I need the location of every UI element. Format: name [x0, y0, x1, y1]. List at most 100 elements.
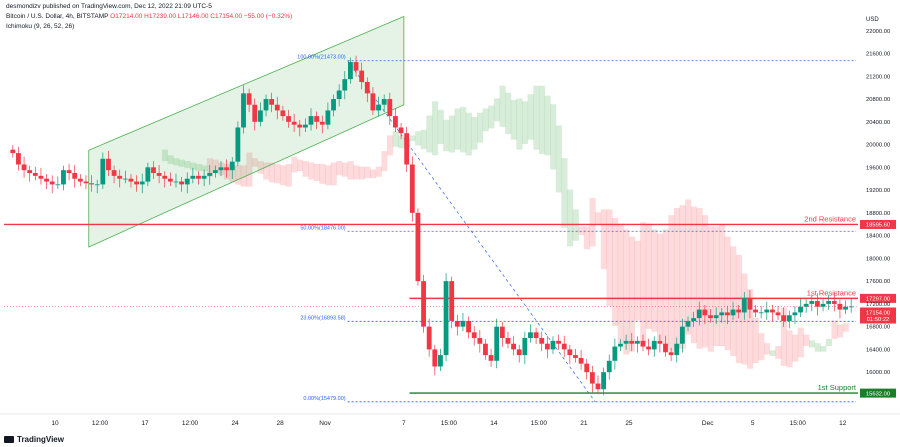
cloud-segment: [167, 155, 174, 164]
currency-label: USD: [866, 17, 879, 23]
cloud-segment: [803, 334, 810, 346]
cloud-segment: [415, 131, 422, 146]
x-tick-label: 12:00: [92, 420, 109, 427]
cloud-segment: [786, 330, 793, 368]
candles: [10, 55, 854, 396]
indicator-legend[interactable]: Ichimoku (9, 26, 52, 26): [6, 23, 75, 30]
cloud-segment: [578, 226, 585, 236]
candle-body: [325, 110, 331, 125]
candle-body: [651, 340, 657, 350]
candle-body: [505, 338, 511, 344]
candle-body: [308, 116, 314, 125]
cloud-segment: [820, 345, 827, 352]
author-line: desmondizv published on TradingView.com,…: [6, 3, 212, 10]
cloud-segment: [538, 85, 546, 154]
x-tick-label: 5: [751, 420, 755, 427]
x-tick-label: 28: [276, 420, 284, 427]
candle-body: [364, 81, 370, 94]
cloud-segment: [797, 327, 804, 358]
current-price-tag: [860, 307, 896, 324]
candle-body: [49, 181, 55, 185]
candle-body: [809, 301, 815, 304]
cloud-segment: [432, 101, 439, 156]
y-tick-label: 22000.00: [866, 29, 890, 35]
candle-body: [381, 99, 387, 105]
candle-body: [589, 372, 595, 384]
y-axis: USD 16000.00 16400.00 16800.00 17200.00 17600…: [866, 17, 890, 376]
cloud-segment: [600, 209, 607, 270]
candle-body: [342, 79, 348, 91]
candle-body: [724, 312, 730, 316]
cloud-segment: [195, 163, 202, 172]
candle-body: [522, 338, 528, 356]
candle-body: [764, 309, 770, 313]
candle-body: [601, 372, 607, 390]
candle-body: [314, 116, 320, 122]
candle-body: [736, 309, 742, 313]
cloud-segment: [420, 129, 427, 150]
candle-body: [398, 127, 404, 134]
candle-body: [387, 99, 393, 117]
x-tick-label: 10: [51, 420, 59, 427]
x-tick-label: 12: [839, 420, 847, 427]
candle-body: [606, 360, 612, 373]
candle-body: [21, 164, 27, 171]
candle-body: [747, 298, 753, 310]
candle-body: [55, 184, 61, 186]
candle-body: [156, 173, 162, 176]
candle-body: [336, 90, 342, 100]
candle-body: [477, 338, 483, 344]
cloud-segment: [763, 343, 771, 355]
candle-body: [353, 62, 359, 71]
candle-body: [145, 167, 151, 182]
fib-trend-line: [347, 60, 596, 403]
fib-level-label: 0.00%(15479.00): [303, 396, 345, 402]
tradingview-brand[interactable]: TradingView: [4, 435, 64, 444]
symbol-line: Bitcoin / U.S. Dollar, 4h, BITSTAMP O172…: [6, 13, 292, 20]
cloud-segment: [274, 163, 281, 184]
candle-body: [415, 212, 421, 282]
cloud-segment: [555, 125, 562, 193]
candle-body: [32, 173, 38, 176]
candle-body: [781, 315, 787, 321]
cloud-segment: [696, 208, 703, 349]
current-price-label: 17154.00: [866, 310, 890, 316]
y-tick-label: 18400.00: [866, 234, 890, 240]
candle-body: [134, 181, 140, 185]
candle-body: [179, 181, 185, 185]
candle-body: [302, 124, 308, 128]
candle-body: [167, 178, 173, 182]
level-price-tag: [860, 219, 896, 229]
level-price-tag-label: 15632.00: [866, 391, 890, 397]
y-tick-label: 21200.00: [866, 74, 890, 80]
candle-body: [151, 167, 156, 174]
level-price-tag-label: 18595.60: [866, 223, 890, 229]
candle-body: [196, 175, 201, 179]
cloud-segment: [392, 131, 399, 147]
candle-body: [10, 149, 16, 154]
candle-body: [578, 357, 584, 364]
y-tick-label: 20800.00: [866, 97, 890, 103]
candle-body: [848, 306, 854, 308]
cloud-segment: [358, 166, 365, 180]
y-tick-label: 16400.00: [866, 347, 890, 353]
cloud-segment: [522, 101, 529, 144]
candle-body: [629, 340, 635, 344]
cloud-segment: [375, 166, 382, 177]
candle-body: [775, 312, 781, 316]
candle-body: [623, 340, 629, 344]
candle-body: [668, 352, 674, 356]
ohlc-values: O17214.00 H17239.00 L17146.00 C17154.00 …: [110, 13, 293, 20]
x-tick-label: 25: [625, 420, 633, 427]
candle-body: [139, 181, 145, 185]
candle-body: [550, 340, 556, 350]
cloud-segment: [471, 116, 478, 150]
candle-body: [421, 281, 426, 327]
candle-body: [618, 343, 623, 347]
cloud-segment: [707, 226, 714, 352]
cloud-segment: [460, 107, 467, 153]
cloud-segment: [831, 320, 838, 339]
candle-body: [280, 110, 286, 117]
candle-body: [679, 326, 685, 344]
